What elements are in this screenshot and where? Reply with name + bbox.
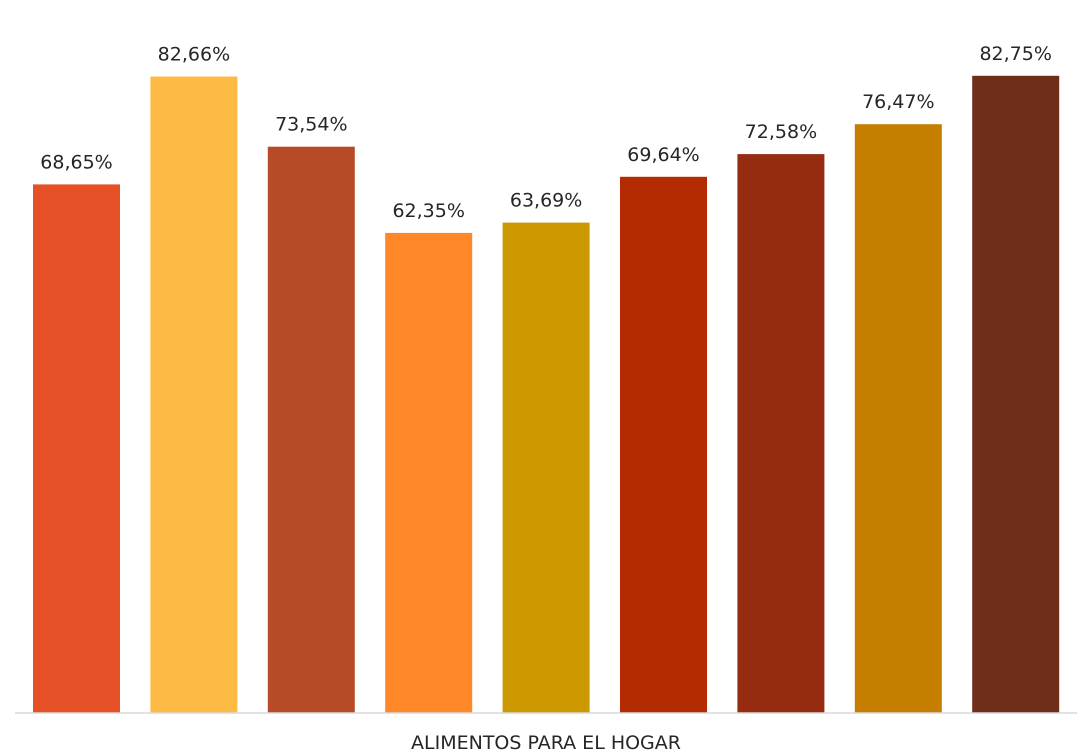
data-label-7: 72,58% — [745, 121, 817, 143]
bar-1 — [33, 184, 120, 713]
data-label-1: 68,65% — [40, 151, 112, 173]
bar-6 — [620, 176, 707, 714]
data-label-6: 69,64% — [627, 144, 699, 166]
data-label-9: 82,75% — [979, 43, 1051, 65]
x-axis-category-label: ALIMENTOS PARA EL HOGAR — [411, 732, 681, 754]
bar-4 — [385, 232, 473, 713]
bar-group — [33, 75, 1060, 714]
bar-7 — [737, 154, 825, 714]
bar-3 — [267, 146, 355, 713]
data-label-2: 82,66% — [158, 44, 230, 66]
data-label-group: 68,65% 82,66% 73,54% 62,35% 63,69% 69,64% 72,5… — [40, 43, 1052, 222]
data-label-5: 63,69% — [510, 190, 582, 212]
bar-9 — [972, 75, 1060, 714]
bar-5 — [502, 222, 590, 713]
bar-8 — [854, 124, 942, 713]
data-label-3: 73,54% — [275, 114, 347, 136]
bar-2 — [150, 76, 238, 713]
data-label-8: 76,47% — [862, 91, 934, 113]
data-label-4: 62,35% — [392, 200, 464, 222]
